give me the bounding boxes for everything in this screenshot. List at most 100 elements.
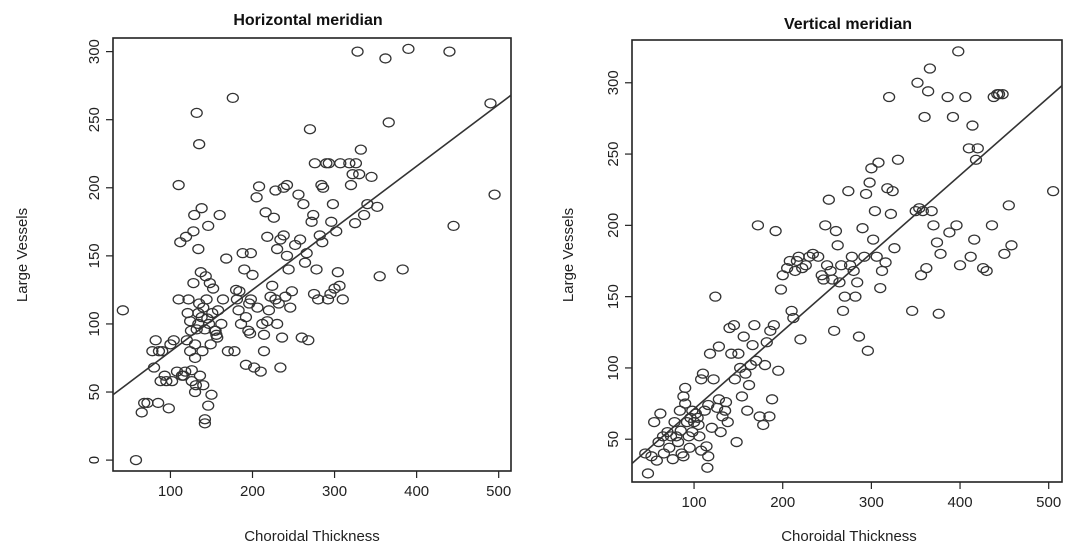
- data-point: [307, 209, 320, 221]
- data-point: [959, 91, 972, 103]
- data-point: [379, 53, 392, 64]
- data-point: [921, 86, 935, 97]
- data-point: [865, 163, 878, 174]
- data-point: [842, 185, 855, 197]
- data-point: [913, 203, 926, 214]
- y-tick-label: 150: [86, 243, 103, 268]
- regression-line: [112, 94, 512, 396]
- plot-frame: [112, 37, 512, 472]
- data-point: [879, 257, 892, 268]
- data-point: [149, 335, 162, 346]
- data-point: [158, 370, 171, 381]
- y-axis-label: Large Vessels: [560, 208, 577, 302]
- data-point: [702, 451, 715, 462]
- data-point: [206, 283, 220, 294]
- data-point: [146, 346, 159, 357]
- data-point: [274, 362, 287, 373]
- data-point: [484, 98, 497, 109]
- data-point: [351, 46, 364, 57]
- data-point: [874, 282, 887, 294]
- data-point: [200, 294, 213, 305]
- data-point: [348, 218, 362, 229]
- data-point: [198, 418, 212, 429]
- data-point: [188, 339, 202, 350]
- data-point: [259, 207, 272, 218]
- data-point: [270, 318, 284, 330]
- data-point: [204, 339, 217, 350]
- data-point: [270, 243, 284, 255]
- data-point: [357, 209, 371, 221]
- data-point: [232, 305, 245, 316]
- data-point: [382, 117, 395, 128]
- data-point: [1005, 240, 1018, 251]
- data-point: [767, 320, 781, 331]
- data-point: [730, 436, 743, 448]
- data-point: [856, 223, 869, 234]
- data-point: [686, 405, 699, 416]
- data-point: [172, 179, 185, 191]
- data-point: [836, 305, 850, 317]
- data-point: [679, 398, 692, 409]
- y-tick-label: 300: [86, 39, 103, 64]
- data-point: [696, 368, 710, 379]
- data-point: [923, 63, 937, 74]
- data-point: [205, 389, 218, 400]
- data-point: [354, 144, 367, 155]
- data-point: [190, 324, 203, 335]
- data-point: [310, 264, 323, 275]
- data-point: [641, 468, 655, 479]
- data-point: [243, 328, 257, 339]
- data-point: [202, 400, 215, 411]
- data-point: [202, 318, 216, 330]
- data-point: [197, 380, 210, 391]
- data-point: [673, 405, 687, 416]
- data-point: [654, 408, 667, 419]
- x-tick-label: 200: [240, 483, 265, 500]
- data-point: [695, 374, 708, 385]
- data-point: [650, 455, 663, 466]
- data-point: [238, 264, 251, 275]
- data-point: [925, 205, 938, 217]
- data-point: [737, 331, 750, 342]
- data-point: [670, 431, 683, 442]
- data-point: [156, 346, 169, 357]
- data-point: [930, 237, 944, 248]
- data-point: [712, 394, 726, 405]
- data-point: [906, 305, 919, 317]
- data-point: [698, 405, 711, 416]
- data-point: [396, 264, 409, 275]
- data-point: [215, 318, 228, 330]
- data-point: [305, 216, 318, 227]
- y-tick-label: 50: [86, 384, 103, 401]
- data-point: [188, 386, 202, 398]
- data-point: [346, 169, 359, 180]
- data-point: [677, 451, 690, 462]
- data-point: [266, 280, 279, 291]
- data-point: [980, 265, 993, 277]
- data-point: [867, 234, 880, 245]
- data-point: [257, 346, 271, 357]
- data-point: [167, 335, 180, 346]
- data-point: [202, 220, 215, 232]
- data-point: [443, 46, 456, 57]
- data-point: [985, 220, 999, 231]
- data-point: [932, 308, 945, 319]
- y-tick-label: 200: [605, 213, 622, 238]
- x-tick-label: 500: [1036, 494, 1061, 511]
- data-point: [488, 189, 501, 200]
- data-point: [303, 124, 317, 135]
- data-point: [284, 302, 297, 313]
- data-point: [185, 365, 198, 376]
- data-point: [693, 431, 706, 442]
- data-point: [728, 374, 741, 385]
- y-tick-label: 100: [605, 355, 622, 380]
- data-point: [639, 448, 652, 459]
- data-point: [277, 230, 290, 241]
- data-point: [295, 332, 308, 343]
- data-point: [794, 334, 807, 345]
- y-tick-label: 200: [86, 175, 103, 200]
- data-point: [220, 253, 233, 264]
- data-point: [302, 335, 315, 346]
- data-point: [819, 220, 832, 231]
- data-point: [859, 188, 873, 200]
